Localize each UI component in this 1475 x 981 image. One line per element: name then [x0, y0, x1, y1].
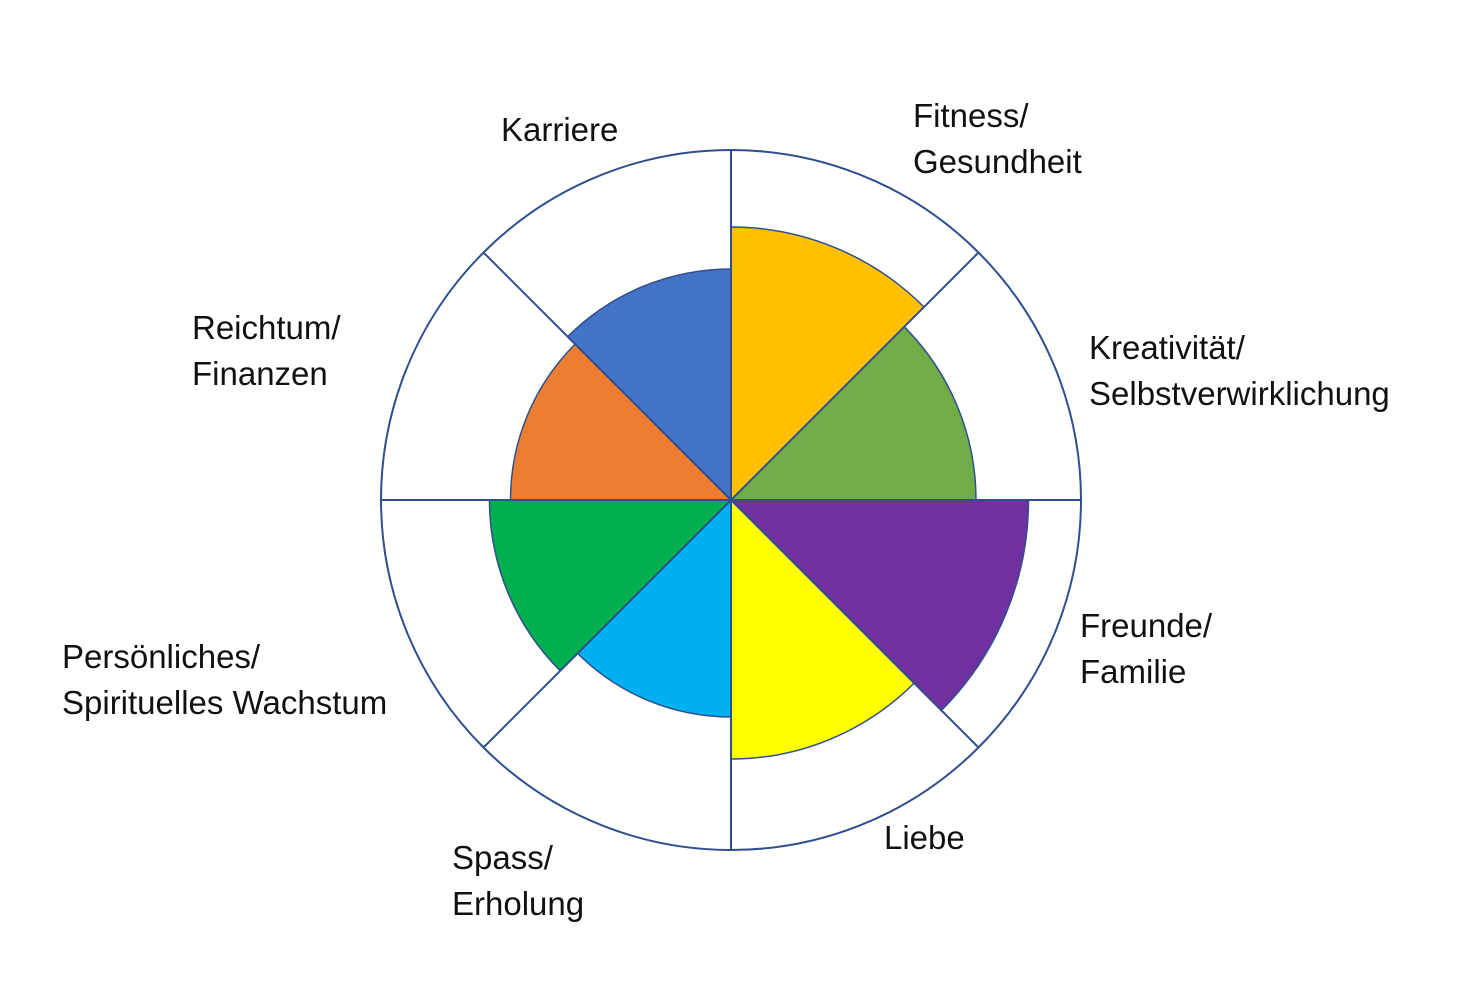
segment-spass: [576, 498, 732, 718]
label-line: Erholung: [452, 885, 585, 922]
segment-fitness: [730, 226, 926, 502]
label-line: Familie: [1080, 653, 1187, 690]
label-line: Gesundheit: [913, 143, 1082, 180]
label-line: Liebe: [884, 819, 965, 856]
label-freunde-familie: Freunde/ Familie: [1080, 603, 1212, 695]
label-line: Spass/: [452, 839, 553, 876]
label-liebe: Liebe: [884, 815, 965, 861]
label-fitness-gesundheit: Fitness/ Gesundheit: [913, 93, 1082, 185]
segment-karriere: [566, 268, 732, 502]
label-kreativitaet: Kreativität/ Selbstverwirklichung: [1089, 325, 1390, 417]
segment-freunde: [729, 499, 1030, 712]
label-line: Reichtum/: [192, 309, 341, 346]
label-persoenliches-wachstum: Persönliches/ Spirituelles Wachstum: [62, 634, 387, 726]
label-line: Karriere: [501, 111, 619, 148]
label-line: Persönliches/: [62, 638, 261, 675]
label-spass-erholung: Spass/ Erholung: [452, 835, 584, 927]
label-line: Kreativität/: [1089, 329, 1245, 366]
segment-reichtum: [509, 343, 733, 501]
label-reichtum-finanzen: Reichtum/ Finanzen: [192, 305, 341, 397]
label-line: Spirituelles Wachstum: [62, 684, 388, 721]
label-line: Selbstverwirklichung: [1089, 375, 1390, 412]
segment-kreativitaet: [729, 325, 977, 501]
wheel-spoke: [730, 499, 980, 749]
wheel-spoke: [482, 499, 732, 749]
label-line: Freunde/: [1080, 607, 1213, 644]
wheel-spoke: [482, 251, 732, 501]
label-line: Fitness/: [913, 97, 1029, 134]
segment-liebe: [730, 498, 916, 760]
label-line: Finanzen: [192, 355, 328, 392]
label-karriere: Karriere: [501, 107, 618, 153]
wheel-spoke: [730, 251, 980, 501]
segment-persoenliches: [488, 499, 733, 672]
